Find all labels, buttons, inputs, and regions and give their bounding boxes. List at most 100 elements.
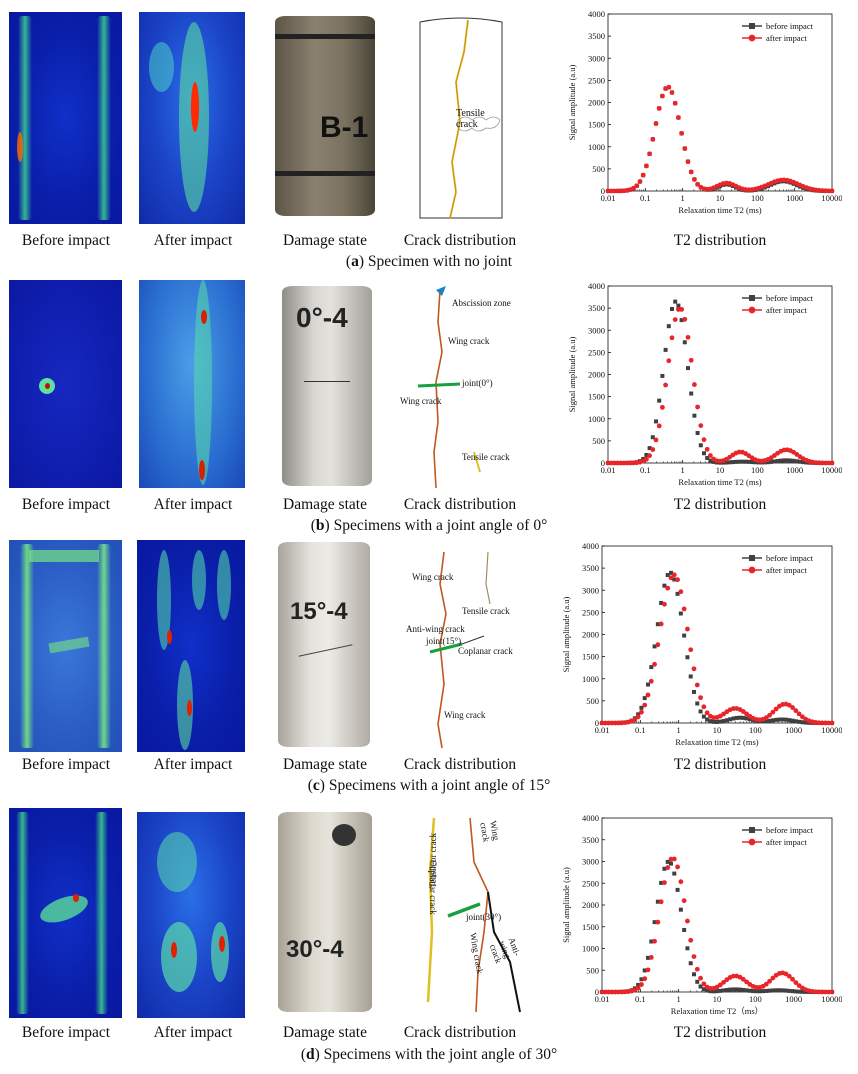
data-point-after xyxy=(675,577,680,583)
nmr-image-before-a xyxy=(9,12,122,224)
data-point-before xyxy=(767,988,772,993)
data-point-after xyxy=(695,404,700,410)
data-point-before xyxy=(793,719,798,724)
data-point-before xyxy=(787,718,792,723)
x-tick-label: 1000 xyxy=(785,994,802,1004)
crack-label-wing-lower: Wing crack xyxy=(444,710,486,720)
data-point-after xyxy=(648,678,654,684)
data-point-after xyxy=(599,720,605,726)
data-point-before xyxy=(753,460,758,465)
data-point-after xyxy=(671,572,677,578)
x-tick-label: 0.1 xyxy=(640,193,651,203)
data-point-after xyxy=(701,437,707,443)
data-point-before xyxy=(698,709,703,714)
data-point-before xyxy=(708,458,713,463)
data-point-after xyxy=(658,621,664,627)
nmr-image-after-a xyxy=(139,12,245,224)
data-point-after xyxy=(653,437,659,443)
caption-after: After impact xyxy=(153,496,233,513)
data-point-before xyxy=(728,717,733,722)
data-point-after xyxy=(679,130,684,136)
data-point-after xyxy=(609,989,615,995)
data-point-before xyxy=(659,880,664,885)
y-tick-label: 3500 xyxy=(588,31,605,41)
data-point-after xyxy=(672,100,678,106)
data-point-before xyxy=(757,989,762,994)
data-point-before xyxy=(689,391,694,396)
y-tick-label: 500 xyxy=(586,965,599,975)
x-tick-label: 0.01 xyxy=(595,725,610,735)
data-point-before xyxy=(646,955,650,960)
data-point-before xyxy=(803,720,808,725)
data-point-before xyxy=(738,715,742,720)
chart-svg: 0.01 0.1 1 10 100 1000 10000 0 500 1000 1500 2000 25… xyxy=(561,813,843,1016)
chart-svg: 0.01 0.1 1 10 100 1000 10000 0 500 1000 1500 2000 25… xyxy=(567,9,843,215)
data-point-before xyxy=(734,715,739,720)
data-point-after xyxy=(829,460,835,466)
x-tick-label: 10000 xyxy=(821,725,842,735)
data-point-before xyxy=(747,988,752,993)
caption-crack: Crack distribution xyxy=(403,1024,517,1041)
crack-label-coplanar: Coplanar crack xyxy=(458,646,513,656)
data-point-before xyxy=(688,674,693,679)
panel-b: 0°-4 Abscission zone Wing crack joint(0°… xyxy=(0,276,858,541)
data-point-after xyxy=(829,188,835,194)
crack-label-tensile: Tensile crack xyxy=(462,452,510,462)
data-point-before xyxy=(682,340,687,345)
caption-crack: Crack distribution xyxy=(403,496,517,513)
data-point-before xyxy=(695,979,700,984)
caption-damage: Damage state xyxy=(283,232,367,249)
panel-d: 30°-4 Coplanar crack Wing crack Tensileo… xyxy=(0,808,858,1074)
data-point-before xyxy=(708,989,713,994)
data-point-after xyxy=(681,606,687,612)
data-point-after xyxy=(650,447,656,452)
data-point-before xyxy=(673,299,678,304)
x-tick-label: 1000 xyxy=(786,465,803,475)
data-point-after xyxy=(786,973,792,979)
panel-c: 15°-4 Wing crack Tensile crack Anti-wing… xyxy=(0,540,858,805)
data-point-before xyxy=(750,460,754,465)
data-point-before xyxy=(715,719,719,724)
data-point-before xyxy=(701,987,706,992)
data-point-after xyxy=(644,163,649,169)
x-axis-label: Relaxation time T2 (ms) xyxy=(678,205,761,215)
crack-diagram xyxy=(426,817,521,1013)
data-point-after xyxy=(655,642,661,648)
data-point-before xyxy=(790,989,795,994)
data-point-before xyxy=(644,452,649,457)
specimen-label: 0°-4 xyxy=(296,302,348,333)
data-point-before xyxy=(746,459,751,464)
data-point-after xyxy=(645,692,651,698)
data-point-before xyxy=(660,373,665,378)
caption-after: After impact xyxy=(153,232,233,249)
y-axis-label: Signal amplitude (a.u) xyxy=(561,867,571,943)
data-point-after xyxy=(793,708,799,714)
y-tick-label: 2000 xyxy=(582,900,599,910)
data-point-before xyxy=(702,451,706,456)
caption-damage: Damage state xyxy=(283,496,367,513)
data-point-after xyxy=(793,980,799,986)
data-point-before xyxy=(670,306,674,311)
data-point-before xyxy=(649,939,654,944)
panel-title-c: (c) Specimens with a joint angle of 15° xyxy=(307,777,551,794)
data-point-after xyxy=(688,357,694,363)
specimen-photo-c: 15°-4 xyxy=(278,542,370,747)
data-point-before xyxy=(698,984,703,989)
caption-damage: Damage state xyxy=(283,756,367,773)
x-tick-label: 0.01 xyxy=(601,465,616,475)
data-point-after xyxy=(754,985,759,990)
data-point-before xyxy=(747,717,752,722)
data-point-after xyxy=(642,976,648,982)
data-point-after xyxy=(650,136,656,142)
data-point-before xyxy=(782,458,786,463)
data-point-after xyxy=(708,453,713,458)
legend-marker xyxy=(748,34,756,42)
x-tick-label: 100 xyxy=(751,193,764,203)
data-point-before xyxy=(770,988,775,993)
y-tick-label: 3000 xyxy=(582,857,599,867)
specimen-label: 15°-4 xyxy=(290,598,348,625)
data-point-after xyxy=(704,710,710,716)
nmr-image-before-b xyxy=(9,280,122,488)
x-tick-label: 0.1 xyxy=(635,994,646,1004)
y-tick-label: 1000 xyxy=(588,414,605,424)
